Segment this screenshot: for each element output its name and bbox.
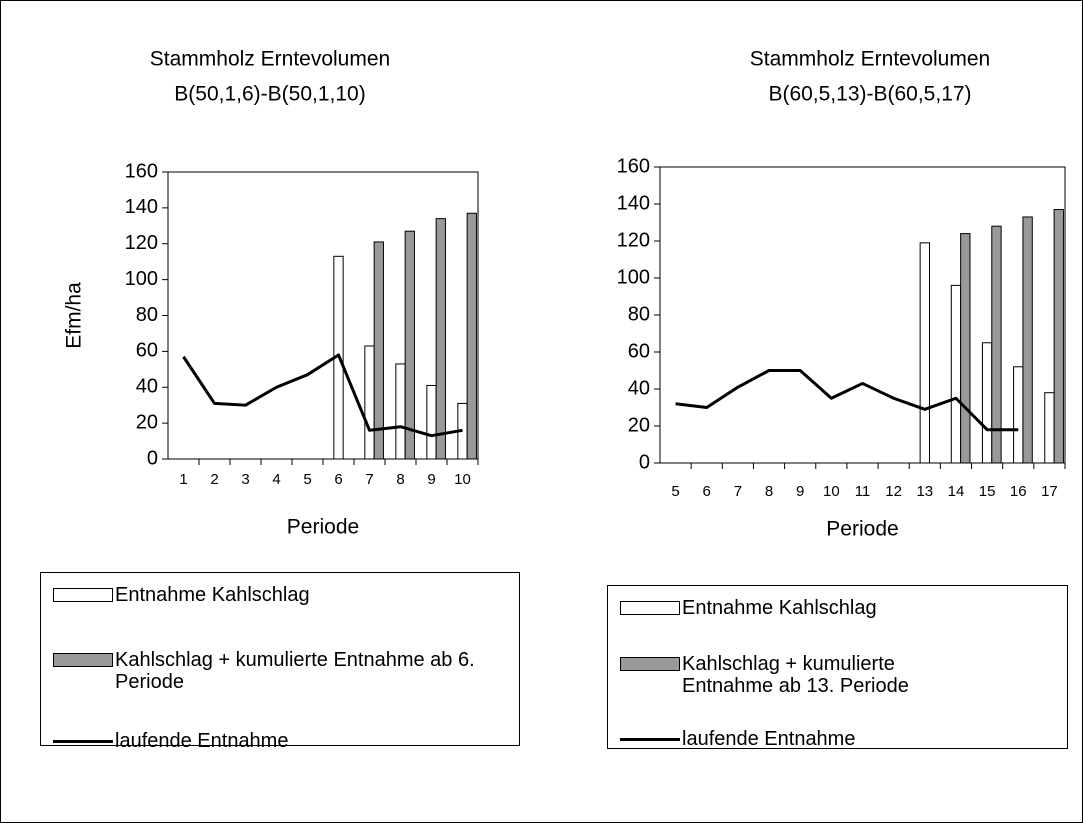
x-tick-label: 14 [948,483,965,500]
y-tick-label: 0 [639,451,650,473]
chart-subtitle: B(60,5,13)-B(60,5,17) [768,83,971,106]
bar [426,384,437,460]
x-tick-label: 7 [734,483,742,500]
bar [991,225,1002,464]
bar [1053,209,1064,464]
legend-swatch [620,601,680,615]
bar [466,212,477,460]
legend-label: Kahlschlag + kumulierte Entnahme ab 6. P… [115,649,475,693]
x-tick-label: 7 [365,471,373,488]
x-tick-label: 3 [241,471,249,488]
legend-entry: Entnahme Kahlschlag [620,597,877,619]
x-tick-label: 10 [823,483,840,500]
y-tick-label: 60 [628,340,650,362]
x-tick-label: 8 [765,483,773,500]
bar [1013,366,1024,464]
x-tick-label: 17 [1041,483,1058,500]
x-tick-label: 5 [671,483,679,500]
legend-label: Entnahme Kahlschlag [115,584,310,606]
x-tick-label: 8 [396,471,404,488]
y-tick-label: 20 [628,414,650,436]
plot-frame [659,166,1066,464]
bar [960,233,971,464]
y-tick-label: 40 [628,377,650,399]
bar [981,342,993,464]
x-tick-label: 11 [855,483,871,500]
bar [919,242,930,464]
x-tick-label: 9 [427,471,435,488]
y-tick-label: 20 [136,411,158,433]
y-tick-label: 40 [136,376,158,398]
legend-entry: Entnahme Kahlschlag [53,584,310,606]
x-tick-label: 15 [979,483,996,500]
x-tick-label: 16 [1010,483,1027,500]
x-tick-label: 6 [334,471,342,488]
bar [1044,392,1055,464]
legend-label: laufende Entnahme [115,730,289,752]
chart-subtitle: B(50,1,6)-B(50,1,10) [174,83,365,106]
line [182,353,463,438]
y-tick-label: 100 [617,266,650,288]
legend-entry: laufende Entnahme [53,730,288,752]
y-tick-label: 160 [125,160,158,182]
legend-entry: laufende Entnahme [620,728,855,750]
legend: Entnahme Kahlschlag Kahlschlag + kumulier… [40,572,520,752]
bar [395,363,406,460]
legend-swatch [620,657,680,671]
chart-title: Stammholz Erntevolumen [150,48,390,71]
y-tick-label: 0 [147,447,158,469]
x-tick-label: 10 [454,471,471,488]
y-tick-label: 140 [617,192,650,214]
x-tick-label: 4 [272,471,280,488]
y-tick-label: 100 [125,268,158,290]
x-axis-label: Periode [287,516,359,539]
bar [404,230,415,460]
y-tick-label: 80 [628,303,650,325]
x-tick-label: 9 [796,483,804,500]
y-tick-label: 160 [617,155,650,177]
x-tick-label: 12 [885,483,902,500]
legend-label: Kahlschlag + kumulierte Entnahme ab 13. … [682,653,909,697]
bar [1022,216,1033,464]
bar [435,218,446,460]
legend-label: Entnahme Kahlschlag [682,597,877,619]
bar [950,284,962,464]
y-tick-label: 120 [125,232,158,254]
y-tick-label: 60 [136,340,158,362]
line [675,369,1019,432]
legend: Entnahme Kahlschlag Kahlschlag + kumulier… [607,585,1068,750]
legend-swatch [53,740,113,743]
x-tick-label: 5 [303,471,311,488]
x-tick-label: 6 [703,483,711,500]
y-tick-label: 120 [617,229,650,251]
y-axis-label: Efm/ha [63,282,86,349]
legend-label: laufende Entnahme [682,728,856,750]
y-tick-label: 80 [136,304,158,326]
bar [364,345,375,460]
legend-entry: Kahlschlag + kumulierte Entnahme ab 13. … [620,653,972,697]
legend-swatch [53,588,113,602]
legend-entry: Kahlschlag + kumulierte Entnahme ab 6. P… [53,649,519,693]
legend-swatch [53,653,113,667]
x-tick-label: 13 [916,483,933,500]
chart-title: Stammholz Erntevolumen [750,48,990,71]
x-tick-label: 1 [179,471,187,488]
x-axis-label: Periode [826,518,898,541]
x-tick-label: 2 [210,471,218,488]
legend-swatch [620,738,680,741]
y-tick-label: 140 [125,196,158,218]
bar [373,241,384,460]
